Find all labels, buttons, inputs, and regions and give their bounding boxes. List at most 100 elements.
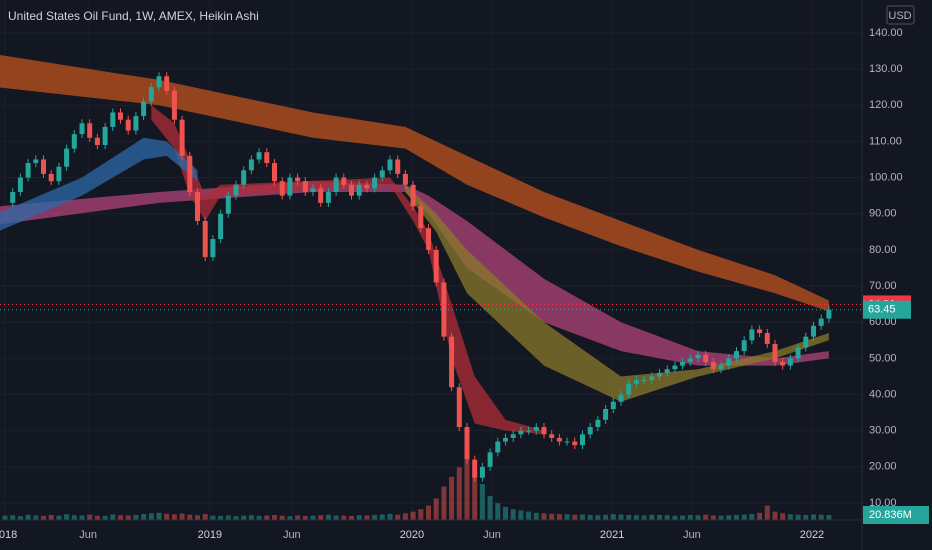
x-tick-label: 2018 xyxy=(0,529,17,541)
volume-bar xyxy=(479,484,485,520)
candle xyxy=(818,318,824,326)
volume-bar xyxy=(703,514,709,520)
volume-bar xyxy=(695,515,701,520)
volume-bar xyxy=(17,516,23,520)
candle xyxy=(695,354,701,359)
volume-bar xyxy=(649,514,655,520)
volume-bar xyxy=(202,514,208,520)
ma-band xyxy=(405,184,829,402)
candle xyxy=(687,358,693,362)
volume-bar xyxy=(418,509,424,520)
x-tick-label: Jun xyxy=(683,529,701,541)
volume-bar xyxy=(2,515,8,520)
volume-bar xyxy=(587,514,593,520)
candle xyxy=(726,358,732,366)
volume-bar xyxy=(87,514,93,520)
candle xyxy=(372,177,378,189)
candle xyxy=(210,239,216,258)
volume-bar xyxy=(125,515,131,520)
currency-box[interactable] xyxy=(886,5,915,25)
candle xyxy=(325,192,331,203)
candle xyxy=(156,76,162,88)
volume-bar xyxy=(171,514,177,520)
candle xyxy=(279,181,285,196)
candle xyxy=(795,347,801,359)
y-tick-label: 100.00 xyxy=(869,171,903,183)
candle xyxy=(772,343,778,362)
y-tick-label: 90.00 xyxy=(869,208,897,220)
currency[interactable]: USD xyxy=(888,10,911,22)
candle xyxy=(356,184,362,196)
candle xyxy=(449,336,455,388)
candle xyxy=(94,137,100,146)
volume-bar xyxy=(441,486,447,520)
candle xyxy=(672,365,678,370)
y-tick-label: 80.00 xyxy=(869,244,897,256)
volume-bar xyxy=(464,460,470,520)
candle xyxy=(287,177,293,196)
volume-bar xyxy=(633,515,639,520)
x-tick-label: 2022 xyxy=(800,529,824,541)
candle xyxy=(495,441,501,453)
volume-bar xyxy=(387,514,393,520)
volume-bar xyxy=(518,510,524,520)
plot xyxy=(0,55,862,520)
volume-bar xyxy=(133,514,139,520)
volume-bar xyxy=(741,514,747,520)
volume-bar xyxy=(395,514,401,520)
volume-bar xyxy=(472,472,478,520)
candle xyxy=(533,427,539,431)
candle xyxy=(264,152,270,164)
volume-bar xyxy=(764,505,770,520)
volume-bar xyxy=(10,515,16,520)
volume-bar xyxy=(433,498,439,520)
volume-bar xyxy=(33,515,39,520)
y-tick-label: 130.00 xyxy=(869,63,903,75)
candle xyxy=(502,437,508,442)
volume-bar xyxy=(325,514,331,520)
candle xyxy=(479,466,485,478)
volume-bar xyxy=(718,515,724,520)
candle xyxy=(757,329,763,334)
y-tick-label: 10.00 xyxy=(869,497,897,509)
volume-bar xyxy=(810,514,816,520)
candle xyxy=(341,177,347,185)
volume-bar xyxy=(487,496,493,520)
volume-bar xyxy=(618,514,624,520)
volume-bar xyxy=(603,514,609,520)
volume-bar xyxy=(780,513,786,520)
candle xyxy=(595,419,601,428)
candle xyxy=(649,376,655,381)
volume-bar xyxy=(110,514,116,520)
candle xyxy=(741,340,747,352)
volume-tag: 20.836M xyxy=(869,509,912,521)
candle xyxy=(187,155,193,193)
volume-bar xyxy=(502,506,508,520)
candle xyxy=(410,184,416,207)
x-tick-label: 2019 xyxy=(198,529,222,541)
volume-bar xyxy=(456,467,462,520)
volume-bar xyxy=(495,503,501,520)
candle xyxy=(718,365,724,370)
candle xyxy=(56,166,62,182)
ma-band xyxy=(151,105,544,435)
y-tick-label: 40.00 xyxy=(869,388,897,400)
volume-bar xyxy=(225,515,231,520)
candle xyxy=(302,181,308,193)
volume-bar xyxy=(656,514,662,520)
volume-bar xyxy=(272,514,278,520)
volume-bar xyxy=(318,515,324,520)
candle xyxy=(780,361,786,366)
volume-bar xyxy=(726,515,732,520)
volume-bar xyxy=(287,516,293,520)
volume-bar xyxy=(341,515,347,520)
candle xyxy=(787,358,793,366)
candle xyxy=(318,188,324,203)
candle xyxy=(241,170,247,185)
volume-bar xyxy=(533,512,539,520)
volume-bar xyxy=(148,513,154,520)
candle xyxy=(25,163,31,178)
candle xyxy=(233,184,239,196)
candle xyxy=(587,427,593,435)
